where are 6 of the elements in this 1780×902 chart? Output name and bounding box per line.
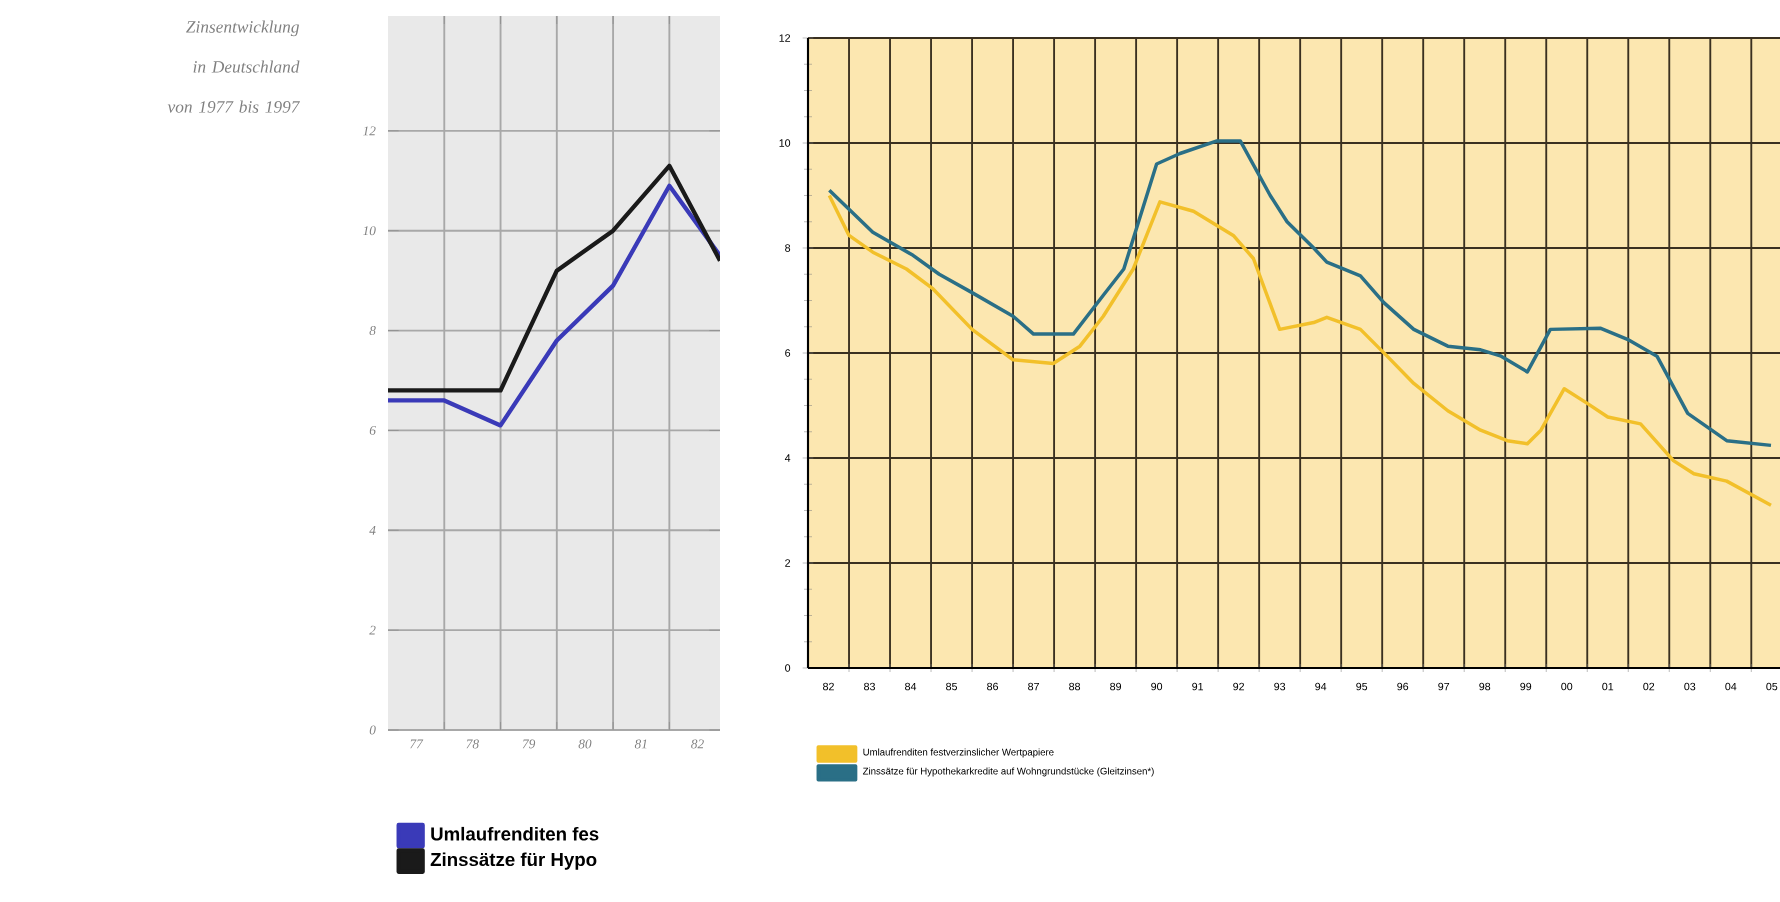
line-series <box>827 193 1773 507</box>
chart-title: Zinsentwicklung in Deutschland von 1977 bis 1997 <box>167 20 301 113</box>
legend-label: Umlaufrenditen fes <box>431 826 599 841</box>
line-series <box>827 139 1773 448</box>
legend-label: Zinssätze für Hypo <box>430 852 597 870</box>
line-series <box>388 183 720 428</box>
